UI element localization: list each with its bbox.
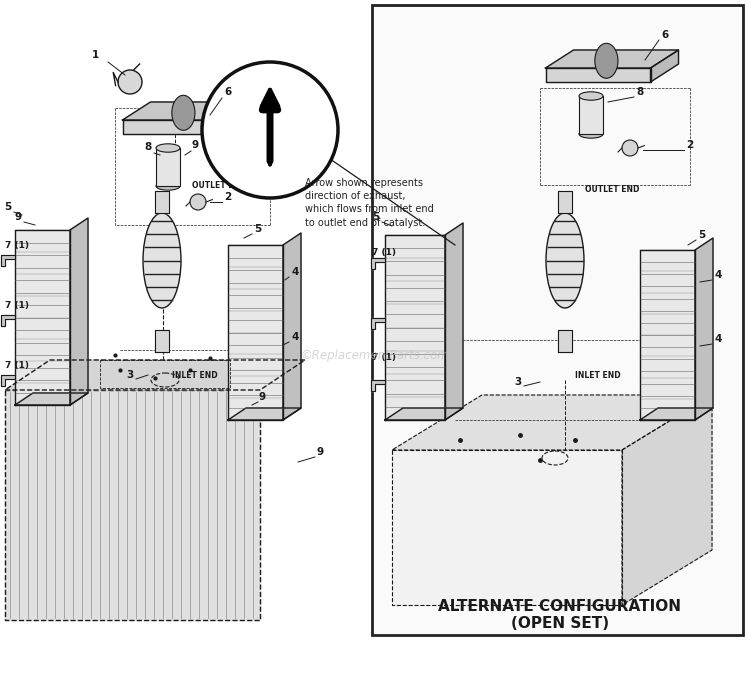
Polygon shape <box>5 360 305 390</box>
Text: 6: 6 <box>662 30 669 40</box>
Text: 7 (1): 7 (1) <box>372 353 396 362</box>
Polygon shape <box>5 390 260 620</box>
Text: INLET END: INLET END <box>172 371 217 379</box>
Ellipse shape <box>579 92 603 100</box>
Text: 7 (1): 7 (1) <box>5 361 29 370</box>
Polygon shape <box>228 245 283 420</box>
Bar <box>579 96 603 134</box>
Polygon shape <box>385 235 445 420</box>
Ellipse shape <box>143 213 181 308</box>
Ellipse shape <box>156 144 180 152</box>
Polygon shape <box>122 102 256 120</box>
Text: 1: 1 <box>92 50 99 60</box>
Text: 5: 5 <box>372 212 380 222</box>
Text: 3: 3 <box>514 377 522 387</box>
Text: 5: 5 <box>254 224 262 234</box>
Text: 9: 9 <box>316 447 323 457</box>
Ellipse shape <box>156 182 180 190</box>
Text: 2: 2 <box>224 192 232 202</box>
Polygon shape <box>283 233 301 420</box>
Text: 2: 2 <box>686 140 694 150</box>
Polygon shape <box>640 408 713 420</box>
Text: 5: 5 <box>698 230 706 240</box>
Text: 3: 3 <box>126 370 134 380</box>
Polygon shape <box>227 102 256 134</box>
Text: OUTLET END: OUTLET END <box>192 180 246 190</box>
Polygon shape <box>1 255 15 266</box>
Text: 9: 9 <box>191 140 199 150</box>
Text: ALTERNATE CONFIGURATION
(OPEN SET): ALTERNATE CONFIGURATION (OPEN SET) <box>439 599 682 631</box>
Polygon shape <box>392 450 622 605</box>
Text: 4: 4 <box>291 267 298 277</box>
Ellipse shape <box>546 213 584 308</box>
Text: 9: 9 <box>14 212 22 222</box>
Polygon shape <box>558 191 572 213</box>
Ellipse shape <box>595 43 618 78</box>
Polygon shape <box>1 315 15 326</box>
Text: 7 (1): 7 (1) <box>372 248 396 257</box>
Circle shape <box>118 70 142 94</box>
Polygon shape <box>622 395 712 605</box>
Polygon shape <box>640 250 695 420</box>
Polygon shape <box>371 380 385 392</box>
Text: 7 (1): 7 (1) <box>5 301 29 310</box>
Polygon shape <box>385 408 463 420</box>
Polygon shape <box>545 50 679 68</box>
Polygon shape <box>545 68 650 82</box>
Text: 6: 6 <box>224 87 232 97</box>
Text: 8: 8 <box>144 142 152 152</box>
Polygon shape <box>558 330 572 352</box>
Text: 4: 4 <box>714 334 722 344</box>
Bar <box>372 5 743 635</box>
Text: 4: 4 <box>291 332 298 342</box>
Circle shape <box>202 62 338 198</box>
Polygon shape <box>228 408 301 420</box>
Text: 8: 8 <box>636 87 644 97</box>
Text: OUTLET END: OUTLET END <box>585 186 639 194</box>
Text: 9: 9 <box>259 392 266 402</box>
Text: INLET END: INLET END <box>575 371 621 379</box>
Circle shape <box>190 194 206 210</box>
Polygon shape <box>392 395 712 450</box>
Polygon shape <box>650 50 679 82</box>
Text: Arrow shown represents
direction of exhaust,
which flows from inlet end
to outle: Arrow shown represents direction of exha… <box>305 178 434 227</box>
Polygon shape <box>70 218 88 405</box>
Polygon shape <box>15 393 88 405</box>
Text: 5: 5 <box>4 202 12 212</box>
Text: 7 (1): 7 (1) <box>5 241 29 250</box>
Text: 4: 4 <box>714 270 722 280</box>
Text: ©ReplacementParts.com: ©ReplacementParts.com <box>301 348 449 362</box>
Ellipse shape <box>579 130 603 138</box>
Polygon shape <box>1 375 15 386</box>
Polygon shape <box>371 318 385 329</box>
Polygon shape <box>15 230 70 405</box>
Polygon shape <box>445 223 463 420</box>
Ellipse shape <box>172 95 195 130</box>
Polygon shape <box>122 120 227 134</box>
Polygon shape <box>695 238 713 420</box>
Polygon shape <box>371 258 385 269</box>
Bar <box>156 148 180 186</box>
Polygon shape <box>155 330 169 352</box>
Circle shape <box>622 140 638 156</box>
Polygon shape <box>155 191 169 213</box>
